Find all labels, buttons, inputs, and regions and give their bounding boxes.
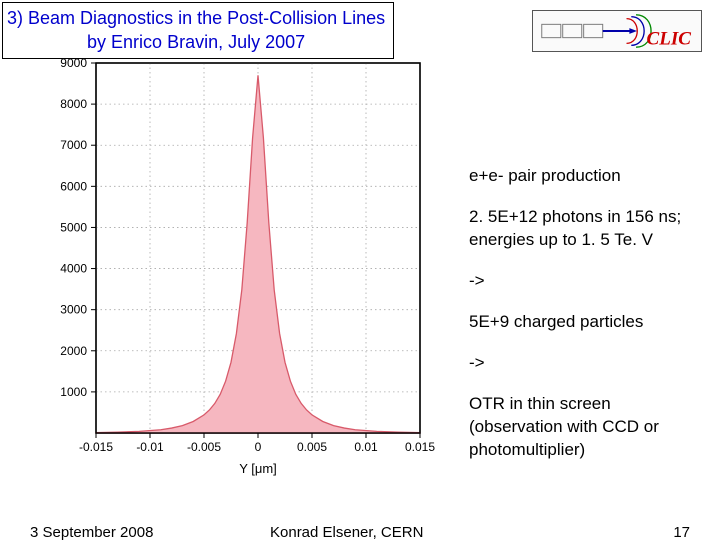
svg-text:-0.01: -0.01 xyxy=(136,440,164,454)
svg-text:0.005: 0.005 xyxy=(297,440,327,454)
title-line-2: by Enrico Bravin, July 2007 xyxy=(7,30,385,54)
svg-text:-0.005: -0.005 xyxy=(187,440,221,454)
footer-author: Konrad Elsener, CERN xyxy=(270,524,423,541)
arrow-icon: -> xyxy=(469,352,704,375)
beam-distribution-chart: Disrupted beam at IP 1000200030004000500… xyxy=(20,55,440,485)
side-notes: e+e- pair production 2. 5E+12 photons in… xyxy=(469,165,704,479)
svg-text:Y [μm]: Y [μm] xyxy=(239,461,277,476)
arrow-icon: -> xyxy=(469,270,704,293)
svg-text:CLIC: CLIC xyxy=(647,28,692,49)
note-otr: OTR in thin screen (observation with CCD… xyxy=(469,393,704,462)
svg-text:7000: 7000 xyxy=(60,138,87,152)
note-pair-production: e+e- pair production xyxy=(469,165,704,188)
clic-logo: CLIC xyxy=(532,10,702,52)
svg-text:8000: 8000 xyxy=(60,97,87,111)
note-charged: 5E+9 charged particles xyxy=(469,311,704,334)
footer-page: 17 xyxy=(673,524,690,541)
footer-date: 3 September 2008 xyxy=(30,524,153,541)
svg-text:-0.015: -0.015 xyxy=(79,440,113,454)
title-line-1: 3) Beam Diagnostics in the Post-Collisio… xyxy=(7,6,385,30)
svg-text:0.015: 0.015 xyxy=(405,440,435,454)
svg-text:0: 0 xyxy=(255,440,262,454)
slide-title: 3) Beam Diagnostics in the Post-Collisio… xyxy=(2,2,394,59)
svg-text:9000: 9000 xyxy=(60,56,87,70)
svg-text:3000: 3000 xyxy=(60,303,87,317)
svg-text:6000: 6000 xyxy=(60,179,87,193)
chart-svg: 1000 2000 3000 4000 5000 6000 7000 8000 9000 -0.0… xyxy=(20,55,440,485)
svg-text:2000: 2000 xyxy=(60,344,87,358)
svg-text:1000: 1000 xyxy=(60,385,87,399)
svg-text:4000: 4000 xyxy=(60,262,87,276)
note-photons: 2. 5E+12 photons in 156 ns; energies up … xyxy=(469,206,704,252)
svg-text:0.01: 0.01 xyxy=(354,440,378,454)
svg-text:5000: 5000 xyxy=(60,220,87,234)
